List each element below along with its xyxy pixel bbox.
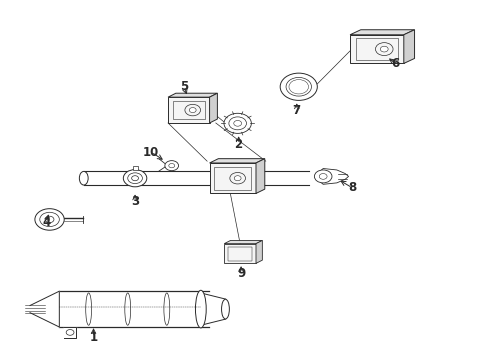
Circle shape [35,209,64,230]
Polygon shape [318,168,348,184]
Text: 1: 1 [90,330,98,343]
Circle shape [189,108,196,113]
Polygon shape [210,93,218,123]
Polygon shape [30,291,59,327]
Ellipse shape [125,293,131,325]
Text: 6: 6 [392,57,400,70]
Circle shape [293,82,305,91]
Polygon shape [210,159,265,163]
Text: 3: 3 [131,195,139,208]
Polygon shape [256,159,265,193]
Polygon shape [168,93,218,97]
Polygon shape [64,327,76,338]
Text: 5: 5 [180,80,188,93]
Circle shape [280,73,318,100]
Text: 7: 7 [293,104,301,117]
Circle shape [185,104,200,116]
Text: 10: 10 [143,145,159,158]
Ellipse shape [86,293,92,325]
Polygon shape [210,163,256,193]
Circle shape [289,80,309,94]
Ellipse shape [221,299,229,319]
Circle shape [128,173,143,184]
Ellipse shape [164,293,170,325]
Polygon shape [224,244,256,264]
Polygon shape [404,30,415,63]
Circle shape [132,176,139,181]
Text: 2: 2 [235,138,243,150]
Polygon shape [168,97,210,123]
Circle shape [380,46,388,52]
Circle shape [234,176,241,181]
Circle shape [224,113,251,134]
Text: 9: 9 [237,267,245,280]
Circle shape [123,170,147,187]
Circle shape [165,161,178,171]
Circle shape [45,216,54,223]
Circle shape [375,42,393,55]
Circle shape [169,163,174,168]
Circle shape [234,121,242,126]
Ellipse shape [79,171,88,185]
Ellipse shape [196,290,206,328]
Circle shape [315,170,332,183]
Circle shape [286,77,312,96]
Polygon shape [350,30,415,35]
Polygon shape [350,35,404,63]
Text: 4: 4 [42,216,50,229]
Circle shape [319,174,327,179]
Polygon shape [133,166,138,170]
Text: 8: 8 [348,181,357,194]
Circle shape [230,172,245,184]
Polygon shape [224,240,262,244]
Circle shape [229,117,246,130]
Circle shape [40,212,59,226]
Polygon shape [256,240,262,264]
Circle shape [66,329,74,335]
